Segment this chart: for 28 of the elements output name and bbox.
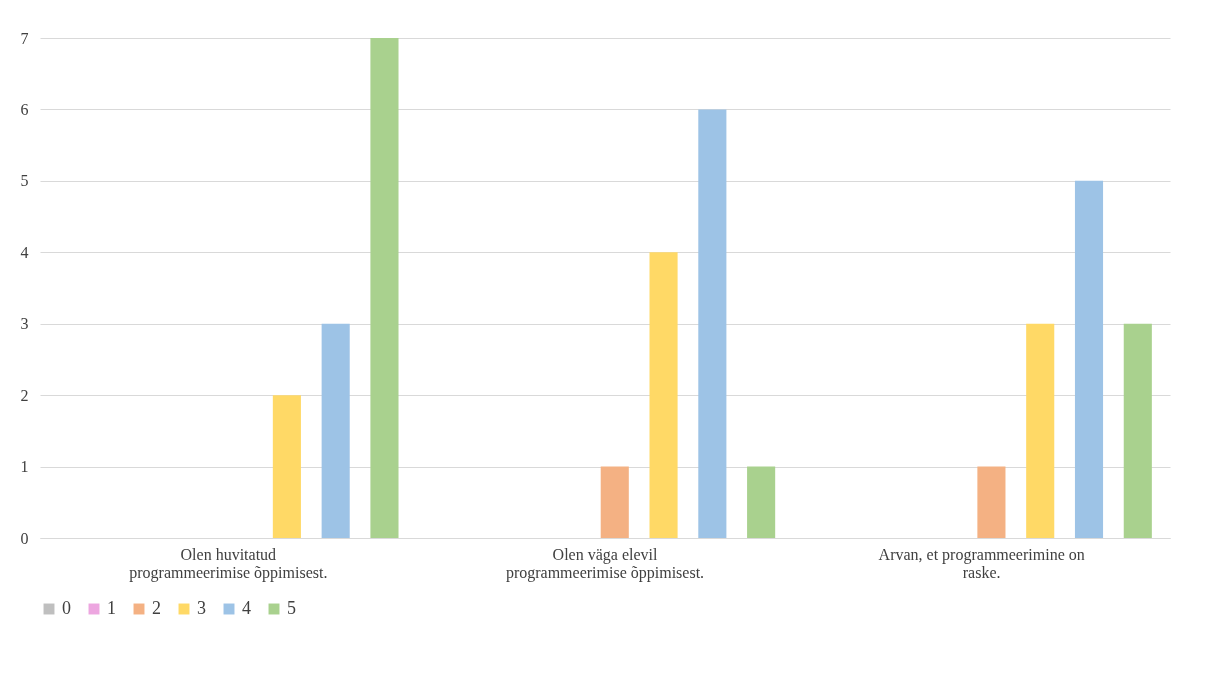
y-tick-label: 0: [20, 529, 29, 547]
bar: [1074, 180, 1104, 538]
bar: [321, 323, 350, 538]
bar: [600, 466, 629, 538]
bar: [370, 38, 399, 538]
y-tick-label: 2: [20, 386, 29, 404]
bar: [698, 109, 727, 538]
legend-label: 2: [152, 598, 161, 618]
y-tick-label: 7: [20, 29, 29, 47]
legend-label: 1: [107, 598, 116, 618]
legend-label: 3: [197, 598, 206, 618]
y-tick-label: 6: [20, 100, 29, 118]
bar: [272, 395, 301, 538]
x-tick-label: Olen huvitatud programmeerimise õppimisest.: [129, 545, 328, 582]
y-tick-label: 3: [20, 315, 29, 333]
bar: [747, 466, 776, 538]
bar: [1026, 323, 1055, 538]
x-tick-label: Olen väga elevil programmeerimise õppimisest.: [505, 545, 705, 582]
y-tick-label: 5: [20, 172, 29, 190]
x-tick-label: Arvan, et programmeerimine on raske.: [878, 545, 1085, 581]
legend-label: 4: [242, 598, 251, 618]
bar: [977, 466, 1006, 538]
y-tick-label: 4: [20, 243, 29, 261]
legend-label: 5: [287, 598, 296, 618]
legend-label: 0: [62, 598, 71, 618]
bar: [1123, 323, 1152, 538]
y-tick-label: 1: [20, 458, 29, 476]
bar: [649, 252, 678, 538]
